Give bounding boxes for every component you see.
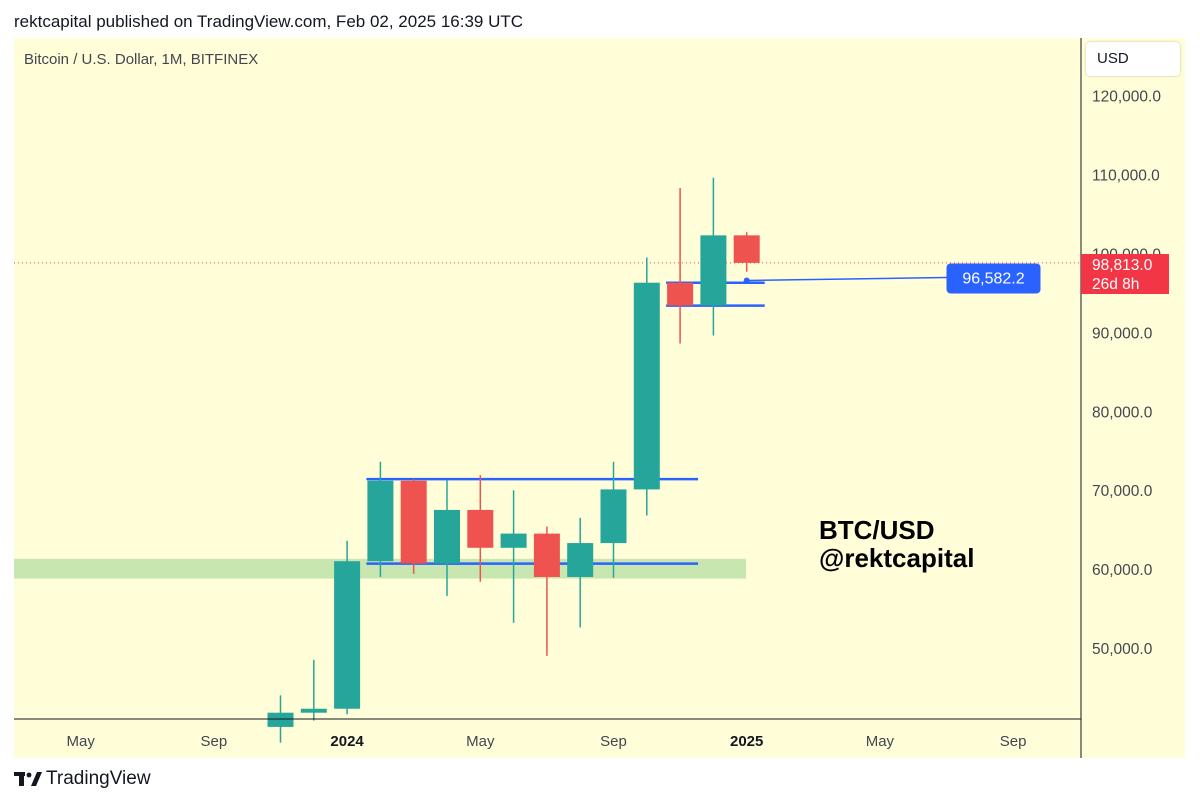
current-price-tag: 98,813.0 26d 8h — [1081, 254, 1169, 294]
candle[interactable] — [500, 490, 527, 623]
candle-body — [633, 282, 660, 490]
tradingview-logo-icon — [14, 772, 42, 786]
time-tick-label: May — [866, 733, 895, 750]
candles[interactable] — [267, 177, 760, 743]
candle-body — [733, 235, 760, 263]
time-tick-label: 2025 — [730, 733, 763, 750]
price-tick-label: 90,000.0 — [1092, 325, 1153, 342]
watermark: BTC/USD @rektcapital — [819, 516, 974, 572]
candle-body — [667, 282, 694, 306]
time-tick-label: Sep — [600, 733, 627, 750]
price-tick-label: 80,000.0 — [1092, 404, 1153, 421]
time-tick-label: May — [67, 733, 96, 750]
time-tick-label: Sep — [201, 733, 228, 750]
candle-body — [533, 533, 560, 577]
price-tick-label: 120,000.0 — [1092, 89, 1161, 106]
ray-anchor[interactable] — [743, 277, 750, 284]
candle[interactable] — [400, 479, 427, 574]
ray-label: 96,582.2 — [962, 270, 1024, 287]
candle-body — [500, 533, 527, 548]
publish-line: rektcapital published on TradingView.com… — [14, 12, 524, 31]
currency-selector[interactable]: USD — [1086, 42, 1180, 76]
candle-body — [400, 480, 427, 564]
price-tick-label: 60,000.0 — [1092, 562, 1153, 579]
ray-label-box — [946, 263, 1041, 294]
current-price-label: 98,813.0 — [1092, 257, 1153, 274]
candle[interactable] — [533, 526, 560, 656]
candle[interactable] — [667, 188, 694, 344]
candle-body — [300, 708, 327, 713]
candle-body — [334, 561, 361, 709]
candle-body — [434, 509, 460, 564]
ray-line — [746, 276, 947, 282]
chart-frame[interactable] — [14, 38, 1185, 758]
time-tick-label: 2024 — [330, 733, 364, 750]
candle[interactable] — [334, 540, 361, 715]
candle-body — [367, 480, 394, 562]
price-axis[interactable]: 120,000.0110,000.0100,000.090,000.080,00… — [1092, 89, 1161, 658]
candle-body — [267, 712, 294, 727]
candle[interactable] — [700, 177, 727, 336]
candle[interactable] — [367, 461, 394, 577]
candle-body — [567, 543, 594, 577]
candle-body — [467, 509, 494, 548]
time-tick-label: May — [466, 733, 495, 750]
symbol-line: Bitcoin / U.S. Dollar, 1M, BITFINEX — [24, 51, 259, 68]
candle[interactable] — [467, 475, 494, 582]
price-tick-label: 110,000.0 — [1092, 168, 1160, 185]
watermark-line-2: @rektcapital — [819, 543, 975, 573]
price-tick-label: 70,000.0 — [1092, 483, 1153, 500]
time-tick-label: Sep — [1000, 733, 1027, 750]
candle[interactable] — [434, 479, 460, 596]
price-ray[interactable]: 96,582.2 — [743, 263, 1041, 294]
candle[interactable] — [733, 232, 760, 272]
watermark-line-1: BTC/USD — [819, 515, 935, 545]
candle-body — [700, 235, 727, 306]
candle[interactable] — [600, 461, 627, 578]
candle-body — [600, 489, 627, 544]
tradingview-brand[interactable]: TradingView — [14, 768, 151, 790]
candle[interactable] — [567, 517, 594, 628]
candle-countdown: 26d 8h — [1092, 276, 1139, 293]
price-tick-label: 50,000.0 — [1092, 641, 1153, 658]
time-axis[interactable]: May Sep 2024 May Sep 2025 May Sep — [67, 733, 1027, 750]
brand-name: TradingView — [46, 768, 151, 789]
candle[interactable] — [633, 257, 660, 516]
candle[interactable] — [300, 659, 327, 721]
